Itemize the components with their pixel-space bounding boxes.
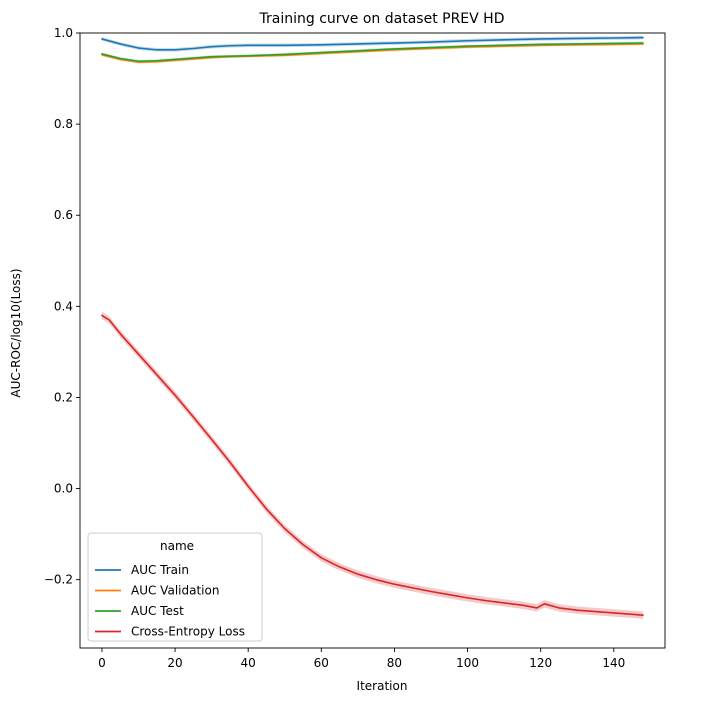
x-tick-label: 140 (602, 656, 625, 670)
plot-frame (79, 32, 666, 649)
y-tick-label: 0.2 (54, 390, 73, 404)
y-tick-label: −0.2 (44, 573, 73, 587)
y-axis-label: AUC-ROC/log10(Loss) (9, 268, 23, 397)
legend-box (87, 532, 263, 642)
series-line-auc-test (101, 42, 644, 63)
chart-title: Training curve on dataset PREV HD (259, 11, 505, 27)
band-auc-test (101, 41, 644, 63)
y-tick-label: 0.6 (54, 208, 73, 222)
x-tick-label: 80 (387, 656, 402, 670)
y-tick-label: 0.0 (54, 482, 73, 496)
x-tick-label: 120 (529, 656, 552, 670)
series-line-auc-train (101, 36, 644, 51)
series-lines (101, 36, 644, 617)
x-tick-label: 60 (314, 656, 329, 670)
legend-label: AUC Train (131, 563, 189, 577)
legend-label: AUC Validation (131, 584, 219, 598)
x-tick-label: 0 (98, 656, 106, 670)
y-tick-label: 0.4 (54, 299, 73, 313)
x-tick-label: 100 (456, 656, 479, 670)
series-line-auc-validation (101, 43, 644, 63)
series-line-cross-entropy-loss (101, 314, 644, 617)
legend: name AUC Train AUC Validation AUC Test Cross… (87, 532, 263, 642)
ticks: 0 20 40 60 80 100 120 140 −0.2 0.0 0.2 0.4 0.6 0.8 1.0 (44, 26, 625, 670)
legend-label: AUC Test (131, 604, 184, 618)
x-tick-label: 40 (241, 656, 256, 670)
x-axis-label: Iteration (357, 679, 408, 693)
legend-label: Cross-Entropy Loss (131, 625, 245, 639)
y-tick-label: 0.8 (54, 117, 73, 131)
legend-title: name (160, 539, 194, 553)
axes (79, 32, 666, 649)
y-tick-label: 1.0 (54, 26, 73, 40)
x-tick-label: 20 (167, 656, 182, 670)
